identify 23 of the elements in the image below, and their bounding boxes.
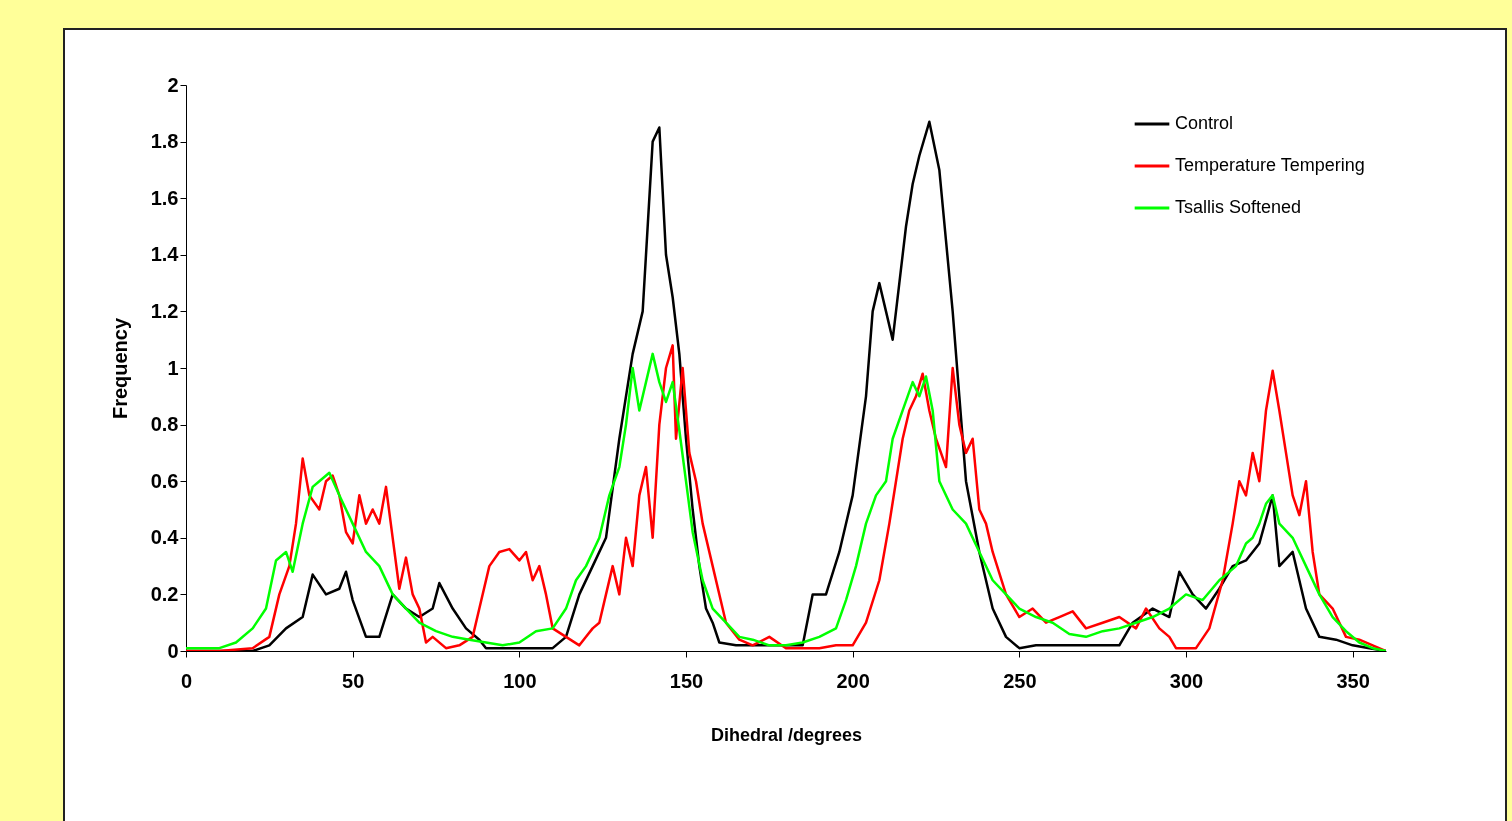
y-tick-label: 1.8 [150, 130, 179, 153]
y-tick-label: 0 [167, 639, 179, 662]
y-tick-label: 0.8 [150, 413, 179, 436]
y-tick-label: 1.6 [150, 186, 179, 209]
y-tick-label: 1.4 [150, 243, 180, 266]
x-tick-label: 150 [669, 669, 704, 692]
legend-label: Temperature Tempering [1175, 155, 1365, 175]
x-tick-label: 200 [836, 669, 870, 692]
x-axis-title: Dihedral /degrees [710, 724, 863, 745]
legend-label: Tsallis Softened [1175, 197, 1302, 217]
legend-label: Control [1175, 113, 1234, 133]
y-tick-label: 2 [167, 73, 179, 96]
x-tick-label: 350 [1336, 669, 1370, 692]
y-tick-label: 1 [167, 356, 179, 379]
y-axis-title: Frequency [108, 317, 131, 420]
y-tick-label: 1.2 [150, 299, 179, 322]
x-tick-label: 250 [1003, 669, 1037, 692]
x-tick-label: 100 [503, 669, 537, 692]
y-tick-label: 0.4 [150, 526, 180, 549]
y-tick-label: 0.2 [150, 582, 179, 605]
y-tick-label: 0.6 [150, 469, 179, 492]
x-tick-label: 300 [1169, 669, 1204, 692]
x-tick-label: 50 [342, 669, 365, 692]
